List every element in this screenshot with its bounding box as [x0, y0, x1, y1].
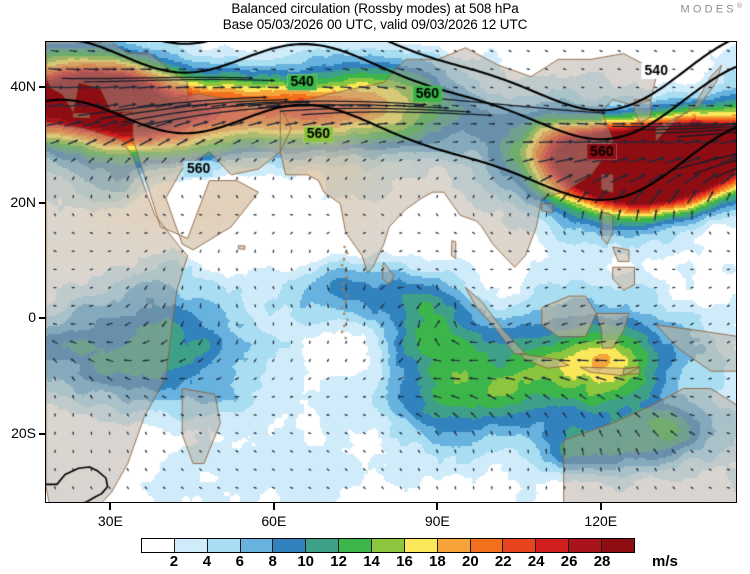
- colorbar-tick: 14: [363, 553, 380, 570]
- chart-title-block: Balanced circulation (Rossby modes) at 5…: [0, 1, 750, 33]
- chart-subtitle: Base 05/03/2026 00 UTC, valid 09/03/2026…: [222, 17, 528, 32]
- colorbar-swatch: [372, 539, 405, 552]
- x-axis-label-90e: 90E: [424, 513, 450, 529]
- colorbar-tick: 12: [330, 553, 347, 570]
- map-plot-area: [45, 41, 737, 503]
- modes-logo-text: MODES: [680, 3, 737, 16]
- colorbar-tick-labels: 2 4 6 8 10 12 14 16 18 20 22 24 26 28: [0, 553, 750, 574]
- colorbar-swatch: [339, 539, 373, 552]
- colorbar-swatch: [503, 539, 537, 552]
- modes-logo: MODES®: [680, 3, 742, 16]
- y-axis-tick: [39, 432, 46, 435]
- y-axis-label-20n: 20N: [10, 193, 36, 210]
- colorbar-tick: 22: [494, 553, 512, 570]
- colorbar-swatch: [536, 539, 570, 552]
- colorbar-tick: 10: [297, 553, 314, 570]
- colorbar-swatch: [174, 539, 208, 552]
- colorbar-tick: 24: [527, 553, 545, 570]
- colorbar-swatch: [240, 539, 274, 552]
- colorbar-units-label: m/s: [652, 553, 678, 570]
- page-title: Balanced circulation (Rossby modes) at 5…: [231, 1, 519, 16]
- y-axis-label-20s: 20S: [11, 424, 36, 441]
- colorbar-tick: 28: [593, 553, 611, 570]
- colorbar-tick: 8: [268, 553, 277, 570]
- x-axis-tick: [436, 503, 439, 510]
- map-canvas: [46, 42, 736, 502]
- colorbar-tick: 2: [169, 553, 179, 570]
- y-axis-tick: [39, 201, 46, 204]
- x-axis-label-60e: 60E: [261, 513, 287, 529]
- registered-mark-icon: ®: [736, 3, 742, 10]
- colorbar-tick: 20: [461, 553, 479, 570]
- colorbar-swatch: [470, 539, 504, 552]
- x-axis-tick: [272, 503, 275, 510]
- colorbar-tick: 18: [429, 553, 446, 570]
- colorbar-tick: 4: [202, 553, 212, 570]
- y-axis-tick: [39, 317, 46, 320]
- colorbar-swatch: [602, 539, 634, 552]
- y-axis-label-40n: 40N: [10, 78, 36, 95]
- x-axis-label-30e: 30E: [97, 513, 123, 529]
- y-axis-label-0: 0: [28, 309, 36, 326]
- x-axis-label-120e: 120E: [584, 513, 618, 529]
- colorbar-swatch: [273, 539, 307, 552]
- colorbar-tick: 6: [235, 553, 244, 570]
- colorbar-swatch: [569, 539, 603, 552]
- x-axis-tick: [109, 503, 112, 510]
- y-axis-tick: [39, 86, 46, 89]
- colorbar-swatch: [306, 539, 340, 552]
- colorbar-swatch: [437, 539, 471, 552]
- x-axis-tick: [599, 503, 602, 510]
- colorbar: [141, 538, 635, 553]
- colorbar-swatch: [142, 539, 175, 552]
- colorbar-tick: 16: [396, 553, 413, 570]
- colorbar-swatch: [207, 539, 241, 552]
- colorbar-swatch: [404, 539, 438, 552]
- colorbar-tick: 26: [560, 553, 578, 570]
